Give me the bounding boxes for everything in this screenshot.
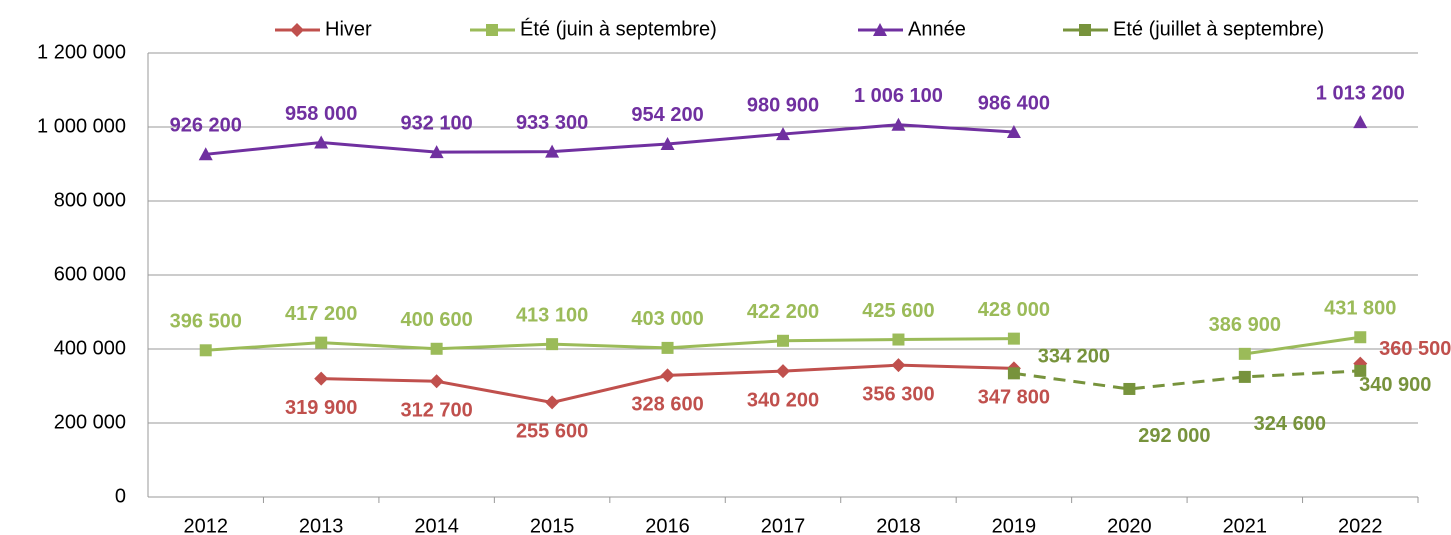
data-label: 428 000	[978, 299, 1050, 321]
series-line	[1013, 369, 1361, 391]
marker	[545, 144, 560, 158]
marker	[892, 333, 905, 346]
y-tick-label: 400 000	[54, 337, 126, 359]
x-tick-label: 2016	[645, 515, 690, 535]
data-label: 417 200	[285, 303, 357, 325]
legend-label: Eté (juillet à septembre)	[1113, 18, 1324, 40]
data-label: 958 000	[285, 103, 357, 125]
data-label: 255 600	[516, 421, 588, 443]
x-tick-label: 2017	[761, 515, 806, 535]
data-label: 360 500	[1379, 338, 1451, 360]
marker	[873, 23, 887, 36]
x-tick-label: 2018	[876, 515, 921, 535]
data-label: 400 600	[400, 309, 472, 331]
data-label: 425 600	[862, 300, 934, 322]
marker	[1007, 367, 1020, 380]
data-label: 396 500	[170, 311, 242, 333]
data-label: 932 100	[400, 112, 472, 134]
marker	[314, 371, 329, 386]
marker	[660, 368, 675, 383]
marker	[777, 334, 789, 347]
data-label: 340 200	[747, 389, 819, 411]
data-label: 292 000	[1138, 425, 1210, 447]
marker	[1007, 332, 1020, 345]
y-tick-label: 800 000	[54, 189, 126, 211]
data-label: 431 800	[1324, 298, 1396, 320]
x-tick-label: 2013	[299, 515, 344, 535]
marker	[1006, 125, 1021, 139]
y-tick-label: 200 000	[54, 411, 126, 433]
marker	[1238, 347, 1251, 360]
y-tick-label: 1 200 000	[37, 41, 126, 63]
marker	[891, 358, 906, 373]
x-tick-label: 2014	[414, 515, 459, 535]
marker	[891, 117, 906, 131]
data-label: 324 600	[1254, 413, 1326, 435]
marker	[661, 341, 674, 354]
marker	[545, 395, 560, 410]
data-label: 422 200	[747, 301, 819, 323]
data-label: 403 000	[631, 308, 703, 330]
x-tick-label: 2012	[183, 515, 228, 535]
series-line	[205, 335, 1361, 356]
marker	[429, 374, 444, 389]
marker	[1353, 115, 1368, 129]
marker	[660, 136, 675, 150]
data-label: 986 400	[978, 92, 1050, 114]
legend-label: Été (juin à septembre)	[520, 17, 717, 40]
data-label: 933 300	[516, 112, 588, 134]
data-label: 312 700	[400, 400, 472, 422]
marker	[1354, 364, 1367, 377]
marker	[198, 147, 213, 161]
data-label: 1 013 200	[1316, 82, 1405, 104]
y-tick-label: 0	[115, 485, 126, 507]
x-tick-label: 2019	[992, 515, 1037, 535]
x-tick-label: 2022	[1338, 515, 1383, 535]
data-label: 328 600	[631, 394, 703, 416]
legend-label: Année	[908, 18, 966, 40]
y-tick-label: 1 000 000	[37, 115, 126, 137]
series-line	[321, 364, 1360, 403]
marker	[429, 145, 444, 159]
data-label: 954 200	[631, 104, 703, 126]
data-label: 347 800	[978, 387, 1050, 409]
marker	[486, 24, 498, 36]
marker	[1079, 24, 1091, 36]
marker	[314, 135, 329, 149]
marker	[1123, 382, 1136, 395]
marker	[1238, 370, 1251, 383]
marker	[290, 23, 304, 37]
x-tick-label: 2021	[1223, 515, 1268, 535]
y-tick-label: 600 000	[54, 263, 126, 285]
legend-label: Hiver	[325, 18, 372, 40]
marker	[546, 338, 559, 351]
marker	[430, 342, 443, 355]
data-label: 413 100	[516, 304, 588, 326]
marker	[315, 336, 328, 349]
data-label: 319 900	[285, 397, 357, 419]
x-tick-label: 2020	[1107, 515, 1152, 535]
data-label: 334 200	[1038, 346, 1110, 368]
marker	[776, 364, 790, 379]
marker	[776, 127, 790, 141]
marker	[199, 344, 212, 357]
data-label: 926 200	[170, 115, 242, 137]
data-label: 1 006 100	[854, 85, 943, 107]
data-label: 340 900	[1359, 374, 1431, 396]
data-label: 356 300	[862, 383, 934, 405]
marker	[1354, 331, 1367, 344]
data-label: 386 900	[1209, 314, 1281, 336]
x-tick-label: 2015	[530, 515, 575, 535]
data-label: 980 900	[747, 94, 819, 116]
